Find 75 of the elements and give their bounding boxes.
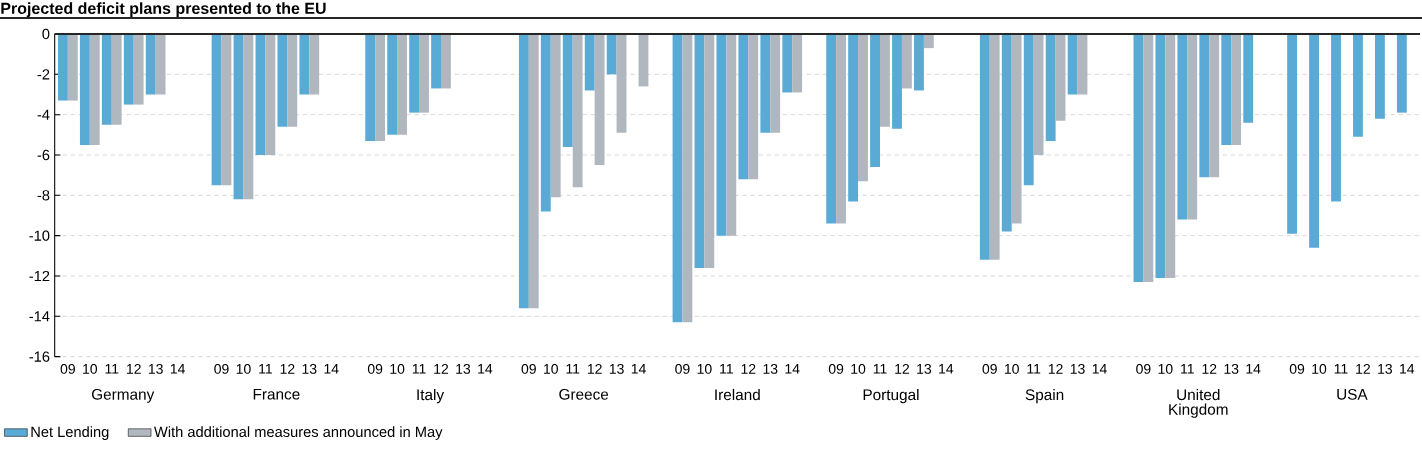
y-tick-label: -4 <box>37 109 50 120</box>
x-tick-label: 10 <box>1312 363 1327 374</box>
x-tick-label: 14 <box>939 363 954 374</box>
x-tick-label: 09 <box>1136 363 1151 374</box>
x-tick-label: 12 <box>434 363 449 374</box>
x-tick-label: 09 <box>214 363 229 374</box>
x-tick-label: 14 <box>170 363 185 374</box>
x-tick-label: 11 <box>1181 363 1194 374</box>
x-tick-label: 12 <box>587 363 602 374</box>
x-tick-label: 09 <box>367 363 383 374</box>
x-tick-label: 12 <box>280 363 295 374</box>
x-tick-label: 12 <box>895 363 910 374</box>
x-tick-label: 09 <box>1289 363 1305 374</box>
x-tick-label: 11 <box>412 363 426 374</box>
y-tick-label: -6 <box>37 149 50 161</box>
x-tick-label: 09 <box>60 363 75 374</box>
text: USA <box>1337 388 1368 400</box>
legend-label: With additional measures announced in May <box>154 426 443 440</box>
x-tick-label: 14 <box>1092 363 1107 374</box>
x-tick-label: 10 <box>1158 363 1173 374</box>
text: Greece <box>559 388 609 400</box>
x-tick-label: 12 <box>1356 363 1370 374</box>
x-tick-label: 10 <box>83 363 98 374</box>
x-tick-label: 13 <box>302 363 317 374</box>
x-tick-label: 12 <box>741 363 756 374</box>
x-tick-label: 13 <box>917 363 932 374</box>
x-tick-label: 10 <box>697 363 712 374</box>
x-tick-label: 09 <box>982 363 997 374</box>
y-tick-label: -8 <box>37 190 50 201</box>
x-tick-label: 11 <box>1334 363 1348 374</box>
x-tick-label: 10 <box>851 363 866 374</box>
x-tick-label: 14 <box>324 363 339 374</box>
x-tick-label: 11 <box>566 363 580 374</box>
y-tick-label: -12 <box>29 270 50 282</box>
x-tick-label: 13 <box>1224 363 1239 374</box>
x-tick-label: 09 <box>675 363 690 374</box>
y-tick-label: -14 <box>29 311 50 322</box>
x-tick-label: 12 <box>126 363 141 374</box>
x-tick-label: 13 <box>1070 363 1085 374</box>
x-tick-label: 10 <box>236 363 251 374</box>
x-tick-label: 14 <box>785 363 800 374</box>
text: Italy <box>417 388 445 404</box>
text: Portugal <box>863 388 919 404</box>
text: Germany <box>91 388 155 403</box>
x-tick-label: 14 <box>478 363 493 374</box>
x-tick-label: 11 <box>105 363 119 374</box>
x-tick-label: 09 <box>828 363 844 374</box>
x-tick-label: 13 <box>1378 363 1393 374</box>
chart-title: Projected deficit plans presented to the EU <box>1 2 326 18</box>
x-tick-label: 12 <box>1202 363 1217 374</box>
text: Spain <box>1025 388 1064 404</box>
x-tick-label: 10 <box>390 363 405 374</box>
x-tick-label: 13 <box>148 363 163 374</box>
text: United Kingdom <box>1169 388 1228 418</box>
y-tick-label: -2 <box>37 69 50 80</box>
x-tick-label: 14 <box>631 363 646 374</box>
x-tick-label: 10 <box>1004 363 1019 374</box>
y-tick-label: 0 <box>42 28 50 40</box>
x-tick-label: 13 <box>609 363 624 374</box>
x-tick-label: 13 <box>456 363 471 374</box>
x-tick-label: 14 <box>1400 363 1415 374</box>
x-tick-label: 11 <box>1027 363 1041 374</box>
x-tick-label: 10 <box>544 363 558 374</box>
legend-label: Net Lending <box>31 426 109 440</box>
text: France <box>253 388 300 400</box>
x-tick-label: 12 <box>1048 363 1063 374</box>
text: Ireland <box>715 388 760 401</box>
y-tick-label: -16 <box>29 351 50 362</box>
x-tick-label: 09 <box>521 363 536 374</box>
y-tick-label: -10 <box>29 230 50 241</box>
x-tick-label: 11 <box>720 363 733 374</box>
x-tick-label: 11 <box>259 363 272 374</box>
x-tick-label: 14 <box>1246 363 1261 374</box>
x-tick-label: 13 <box>763 363 778 374</box>
x-tick-label: 11 <box>873 363 887 374</box>
